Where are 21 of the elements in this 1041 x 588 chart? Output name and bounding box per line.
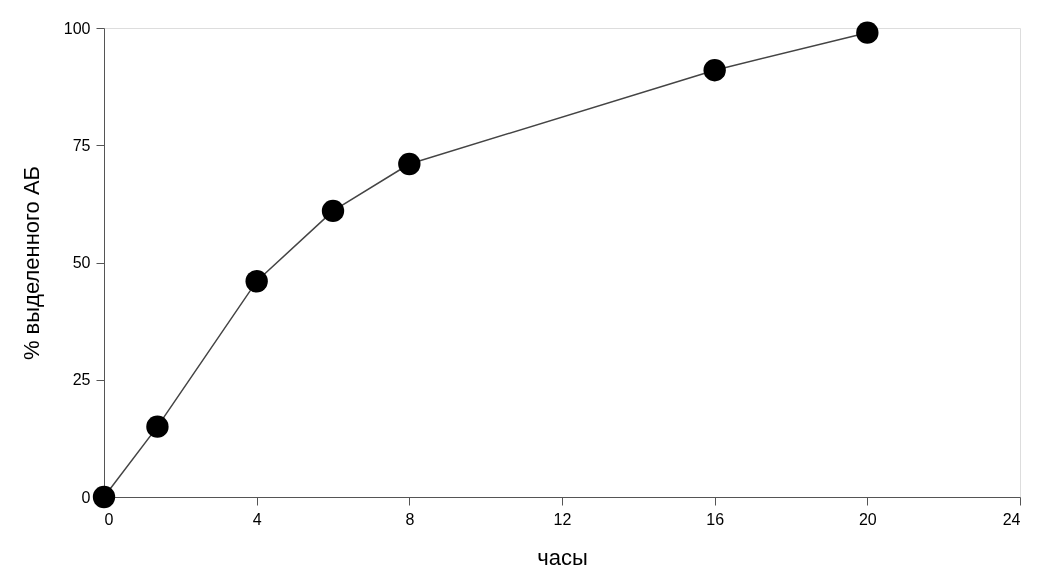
x-tick-label: 8 <box>405 510 415 528</box>
point <box>92 485 116 509</box>
point <box>398 152 421 176</box>
x-axis-title: часы <box>537 544 588 570</box>
x-tick-label: 0 <box>104 510 114 528</box>
y-axis-title: % выделенного АБ <box>18 165 44 361</box>
y-tick-label: 0 <box>81 488 91 506</box>
x-tick-label: 12 <box>553 510 572 528</box>
point <box>321 199 345 223</box>
y-tick-label: 50 <box>72 254 91 271</box>
y-tick-label: 75 <box>72 136 91 154</box>
point <box>856 21 879 44</box>
x-tick-label: 4 <box>252 510 262 528</box>
x-tick-label: 16 <box>706 510 725 528</box>
y-tick-label: 25 <box>72 371 91 389</box>
point <box>703 59 726 82</box>
x-tick-label: 20 <box>858 510 877 528</box>
point <box>146 415 169 438</box>
x-tick-label: 24 <box>1002 510 1021 528</box>
point <box>245 270 268 293</box>
y-tick-label: 100 <box>63 19 91 37</box>
